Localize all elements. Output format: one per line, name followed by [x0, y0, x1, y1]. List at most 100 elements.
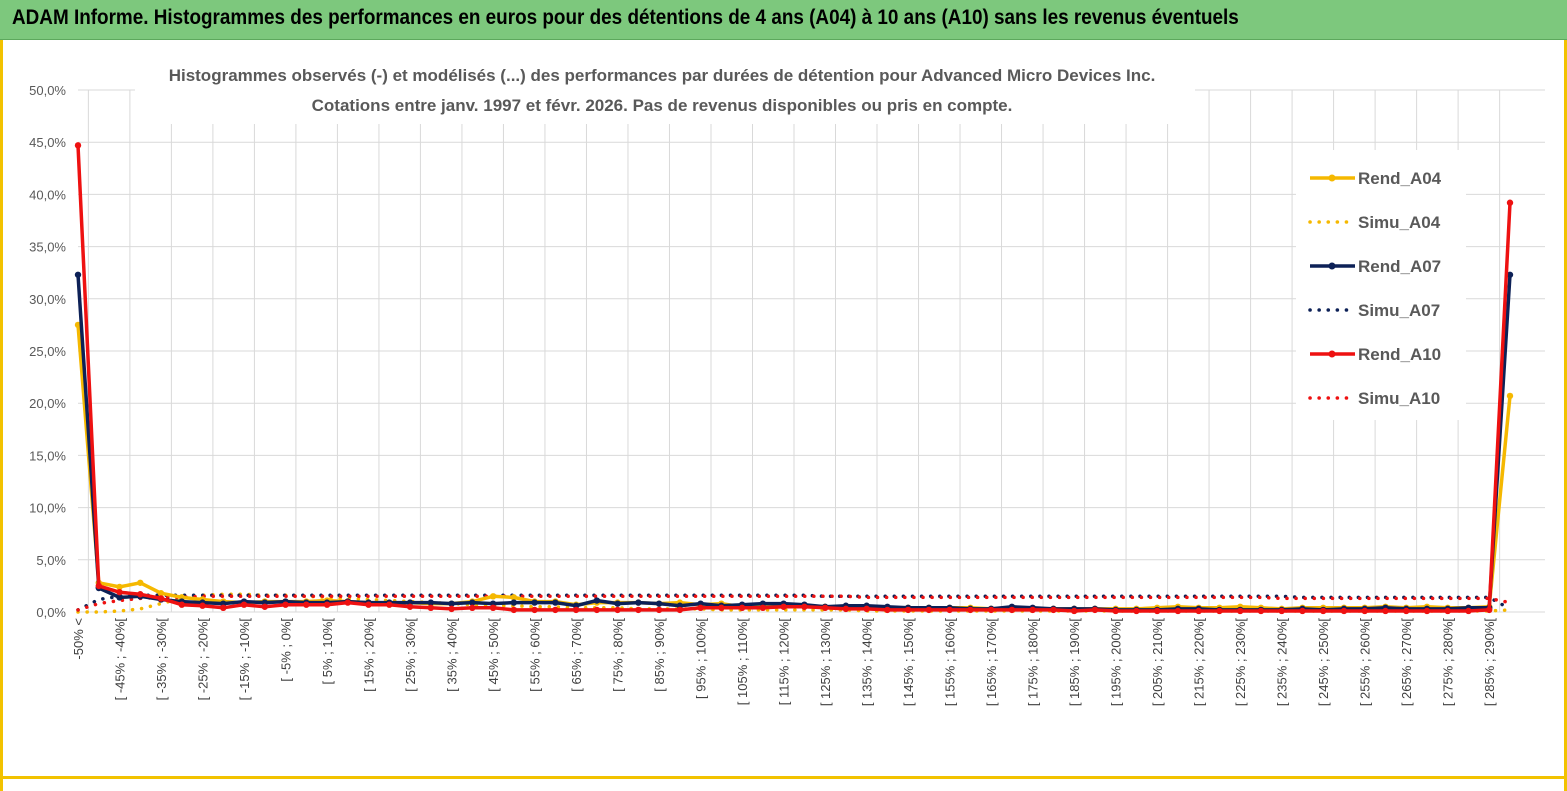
data-point-rend-a07: [635, 599, 642, 606]
chart-title: Histogrammes observés (-) et modélisés (…: [169, 66, 1156, 85]
data-point-rend-a10: [344, 599, 351, 606]
x-tick-label: [ 245% ; 250%[: [1316, 618, 1331, 707]
x-tick-label: [ -35% ; -30%[: [154, 618, 169, 701]
data-point-rend-a10: [1216, 607, 1223, 615]
data-point-rend-a10: [1423, 607, 1431, 615]
data-point-rend-a10: [74, 142, 82, 149]
data-point-rend-a10: [386, 601, 393, 608]
x-tick-label: [ 225% ; 230%[: [1233, 618, 1248, 707]
data-point-rend-a10: [489, 604, 497, 612]
data-point-rend-a07: [614, 600, 621, 607]
data-point-rend-a10: [967, 606, 974, 614]
data-point-rend-a10: [676, 606, 684, 614]
data-point-rend-a10: [1320, 607, 1327, 615]
data-point-rend-a10: [406, 603, 414, 610]
chart-frame: [0, 40, 1567, 791]
data-point-rend-a10: [738, 604, 746, 612]
x-tick-label: [ 95% ; 100%[: [694, 618, 709, 699]
data-point-rend-a10: [220, 604, 227, 612]
data-point-rend-a10: [1403, 607, 1410, 615]
x-tick-label: [ -45% ; -40%[: [113, 618, 128, 701]
x-tick-label: [ 195% ; 200%[: [1109, 618, 1124, 707]
x-tick-label: [ -25% ; -20%[: [196, 618, 211, 701]
legend: Rend_A04 Simu_A04 Rend_A07 Simu_A07 Rend_A10…: [1296, 150, 1466, 420]
data-point-rend-a10: [1465, 607, 1472, 615]
data-point-rend-a10: [1257, 607, 1265, 615]
data-point-rend-a10: [697, 604, 704, 612]
data-point-rend-a10: [1029, 606, 1036, 614]
data-point-rend-a07: [510, 599, 518, 606]
data-point-rend-a07: [531, 599, 538, 606]
data-point-rend-a10: [282, 601, 289, 608]
data-point-rend-a10: [572, 606, 580, 614]
data-point-rend-a10: [946, 606, 953, 614]
series-line-simu-a04: [76, 592, 1512, 614]
x-tick-label: [ 165% ; 170%[: [984, 618, 999, 707]
y-tick-label: 0,0%: [36, 605, 66, 620]
data-point-rend-a10: [137, 591, 144, 598]
data-point-rend-a10: [1174, 607, 1182, 615]
series-group: [74, 142, 1514, 615]
data-point-rend-a07: [116, 594, 123, 601]
data-point-rend-a04: [1506, 392, 1514, 400]
legend-label-rend-a10: Rend_A10: [1358, 345, 1441, 364]
legend-marker-rend-a07: [1328, 262, 1336, 270]
chart-frame-bottom: [0, 776, 1567, 779]
data-point-rend-a10: [801, 603, 808, 610]
data-point-rend-a10: [1299, 607, 1306, 615]
data-point-rend-a07: [469, 599, 476, 606]
data-point-rend-a10: [303, 601, 310, 608]
x-tick-label: [ 275% ; 280%[: [1441, 618, 1456, 707]
data-point-rend-a10: [178, 601, 185, 608]
legend-label-rend-a07: Rend_A07: [1358, 257, 1441, 276]
data-point-rend-a10: [199, 602, 206, 609]
y-axis: 0,0% 5,0% 10,0% 15,0% 20,0% 25,0% 30,0% 35,0% 40…: [29, 83, 66, 620]
x-tick-label: -50% <: [71, 618, 86, 660]
legend-background: [1296, 150, 1466, 420]
data-point-rend-a10: [925, 606, 933, 614]
y-tick-label: 50,0%: [29, 83, 66, 98]
data-point-rend-a10: [1091, 606, 1099, 614]
x-tick-label: [ 65% ; 70%[: [569, 618, 584, 692]
data-point-rend-a10: [1050, 606, 1057, 614]
data-point-rend-a07: [427, 599, 435, 606]
data-point-rend-a10: [1008, 606, 1016, 614]
data-point-rend-a10: [759, 604, 767, 612]
data-point-rend-a10: [842, 605, 850, 613]
y-tick-label: 35,0%: [29, 240, 66, 255]
x-tick-label: [ 75% ; 80%[: [611, 618, 626, 692]
data-point-rend-a10: [1361, 607, 1368, 615]
banner: ADAM Informe. Histogrammes des performan…: [0, 0, 1567, 40]
histogram-chart: 0,0% 5,0% 10,0% 15,0% 20,0% 25,0% 30,0% 35,0% 40…: [29, 60, 1545, 707]
data-point-rend-a10: [1444, 607, 1451, 615]
x-tick-label: [ 265% ; 270%[: [1399, 618, 1414, 707]
x-axis: -50% < [ -45% ; -40%[ [ -35% ; -30%[ [ -25%…: [71, 618, 1497, 707]
data-point-rend-a04: [116, 583, 123, 591]
data-point-rend-a10: [1133, 607, 1140, 615]
data-point-rend-a10: [904, 606, 912, 614]
x-tick-label: [ 155% ; 160%[: [943, 618, 958, 707]
x-tick-label: [ 15% ; 20%[: [362, 618, 377, 692]
x-tick-label: [ -15% ; -10%[: [237, 618, 252, 701]
x-tick-label: [ 215% ; 220%[: [1192, 618, 1207, 707]
y-tick-label: 45,0%: [29, 135, 66, 150]
x-tick-label: [ 55% ; 60%[: [528, 618, 543, 692]
data-point-rend-a04: [489, 593, 497, 600]
data-point-rend-a10: [635, 606, 642, 614]
data-point-rend-a10: [240, 601, 248, 608]
legend-label-rend-a04: Rend_A04: [1358, 169, 1442, 188]
x-tick-label: [ 255% ; 260%[: [1358, 618, 1373, 707]
data-point-rend-a10: [1382, 607, 1389, 615]
y-tick-label: 25,0%: [29, 344, 66, 359]
y-tick-label: 40,0%: [29, 187, 66, 202]
data-point-rend-a04: [137, 579, 144, 586]
data-point-rend-a10: [1195, 607, 1202, 615]
data-point-rend-a07: [655, 600, 663, 607]
data-point-rend-a04: [157, 590, 165, 597]
data-point-rend-a10: [365, 601, 372, 608]
data-point-rend-a10: [884, 606, 891, 614]
legend-marker-rend-a04: [1328, 174, 1336, 182]
title-background: [135, 60, 1195, 124]
y-tick-label: 10,0%: [29, 501, 66, 516]
legend-label-simu-a04: Simu_A04: [1358, 213, 1441, 232]
